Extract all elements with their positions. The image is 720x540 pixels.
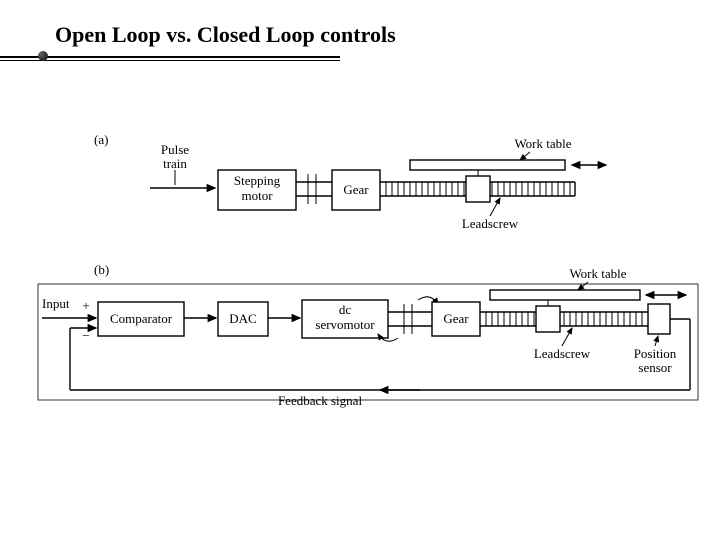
a-worktable-pointer xyxy=(520,152,530,160)
b-pos-1: Position xyxy=(634,346,677,361)
b-feedback-label: Feedback signal xyxy=(278,393,363,408)
b-plus: + xyxy=(82,298,89,313)
b-nut-block xyxy=(536,306,560,332)
b-leadscrew-pointer xyxy=(562,328,572,346)
b-sensor-pointer xyxy=(655,336,658,346)
page-title: Open Loop vs. Closed Loop controls xyxy=(55,22,396,48)
b-dac-label: DAC xyxy=(229,311,256,326)
a-pulse-label-2: train xyxy=(163,156,187,171)
b-leadscrew-hatch xyxy=(486,312,642,326)
diagram-a: (a) Pulse train Stepping motor Gear xyxy=(0,130,720,260)
a-leadscrew-pointer xyxy=(490,198,500,216)
b-input-label: Input xyxy=(42,296,70,311)
b-tag: (b) xyxy=(94,262,109,277)
b-comparator-label: Comparator xyxy=(110,311,173,326)
a-stepping-2: motor xyxy=(241,188,273,203)
b-worktable-pointer xyxy=(578,282,588,290)
a-stepping-1: Stepping xyxy=(234,173,281,188)
title-bullet-icon xyxy=(38,51,48,61)
b-minus: − xyxy=(82,328,89,343)
a-nut-block xyxy=(466,176,490,202)
b-worktable-label: Work table xyxy=(569,266,626,281)
a-leadscrew-label: Leadscrew xyxy=(462,216,519,231)
b-pos-2: sensor xyxy=(638,360,672,375)
a-worktable-label: Work table xyxy=(514,136,571,151)
b-leadscrew-label: Leadscrew xyxy=(534,346,591,361)
a-tag: (a) xyxy=(94,132,108,147)
b-servo-2: servomotor xyxy=(315,317,375,332)
a-pulse-label-1: Pulse xyxy=(161,142,189,157)
title-rule xyxy=(0,56,340,58)
a-worktable-bar xyxy=(410,160,565,170)
b-gear-label: Gear xyxy=(443,311,469,326)
a-gear-label: Gear xyxy=(343,182,369,197)
b-sensor-box xyxy=(648,304,670,334)
title-rule-2 xyxy=(0,60,340,61)
diagram-b: (b) Input + Comparator DAC dc servomotor… xyxy=(0,260,720,450)
b-servo-1: dc xyxy=(339,302,352,317)
b-worktable-bar xyxy=(490,290,640,300)
